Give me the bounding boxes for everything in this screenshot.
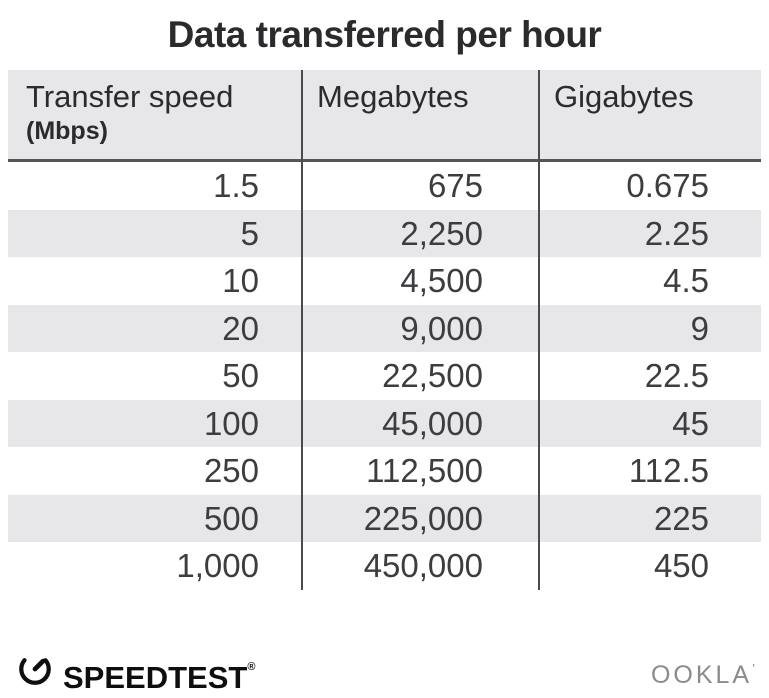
table-cell: 225 (538, 494, 761, 542)
table-cell: 45 (538, 399, 761, 447)
table-cell: 100 (8, 399, 301, 447)
table-cell: 250 (203, 452, 259, 489)
table-cell: 9 (538, 304, 761, 352)
column-header-unit: (Mbps) (26, 117, 108, 146)
table-row: 500 225,000 225 (8, 494, 761, 542)
table-row: 5 2,250 2.25 (8, 209, 761, 257)
table-cell: 1,000 (176, 547, 259, 584)
ookla-wordmark-text: OOKLA (650, 661, 753, 689)
table-row: 1,000 450,000 450 (8, 542, 761, 590)
column-header-label: Transfer speed (26, 79, 234, 114)
column-header-label: Gigabytes (554, 79, 694, 114)
registered-trademark-mark: ® (247, 660, 256, 673)
table-cell: 45,000 (301, 399, 538, 447)
table-cell: 112.5 (538, 447, 761, 495)
ookla-wordmark: OOKLA’ (651, 649, 755, 695)
table-cell: 22.5 (538, 352, 761, 400)
speedtest-wordmark-text: SPEEDTEST (63, 659, 248, 695)
table-cell: 9,000 (301, 304, 538, 352)
speedtest-wordmark: SPEEDTEST® (63, 647, 255, 698)
table-header-row: Transfer speed (Mbps) Megabytes Gigabyte… (8, 70, 761, 162)
column-header-transfer-speed: Transfer speed (Mbps) (8, 70, 301, 162)
page-title: Data transferred per hour (167, 14, 602, 55)
table-cell: 10 (222, 262, 259, 299)
table-cell: 5 (8, 209, 301, 257)
table-cell: 22,500 (301, 352, 538, 400)
table-cell: 4.5 (538, 257, 761, 305)
table-cell: 225,000 (301, 494, 538, 542)
table-row: 100 45,000 45 (8, 399, 761, 447)
table-cell: 500 (8, 494, 301, 542)
table-body: 1.5 675 0.675 5 2,250 2.25 10 4,500 4.5 20 9,000 9 5… (8, 162, 761, 590)
table-row: 50 22,500 22.5 (8, 352, 761, 400)
footer: SPEEDTEST® OOKLA’ (16, 649, 755, 695)
table-cell: 1.5 (213, 167, 259, 204)
column-header-gigabytes: Gigabytes (538, 70, 761, 162)
table-row: 250 112,500 112.5 (8, 447, 761, 495)
table-cell: 112,500 (301, 447, 538, 495)
column-header-label: Megabytes (317, 79, 469, 114)
table-cell: 450 (538, 542, 761, 590)
table-row: 10 4,500 4.5 (8, 257, 761, 305)
table-cell: 2,250 (301, 209, 538, 257)
table-cell: 675 (301, 162, 538, 210)
table-cell: 0.675 (538, 162, 761, 210)
column-header-megabytes: Megabytes (301, 70, 538, 162)
speedtest-logo: SPEEDTEST® (16, 647, 255, 698)
gauge-icon (19, 657, 51, 685)
table-cell: 2.25 (538, 209, 761, 257)
table-row: 1.5 675 0.675 (8, 162, 761, 210)
ookla-trademark-mark: ’ (752, 661, 755, 676)
data-table: Transfer speed (Mbps) Megabytes Gigabyte… (8, 70, 761, 590)
table-cell: 4,500 (301, 257, 538, 305)
table-cell: 450,000 (301, 542, 538, 590)
table-cell: 50 (222, 357, 259, 394)
table-cell: 20 (8, 304, 301, 352)
table-row: 20 9,000 9 (8, 304, 761, 352)
